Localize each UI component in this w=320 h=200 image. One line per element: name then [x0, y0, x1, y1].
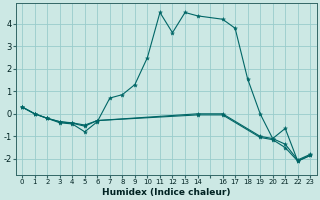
X-axis label: Humidex (Indice chaleur): Humidex (Indice chaleur): [102, 188, 230, 197]
